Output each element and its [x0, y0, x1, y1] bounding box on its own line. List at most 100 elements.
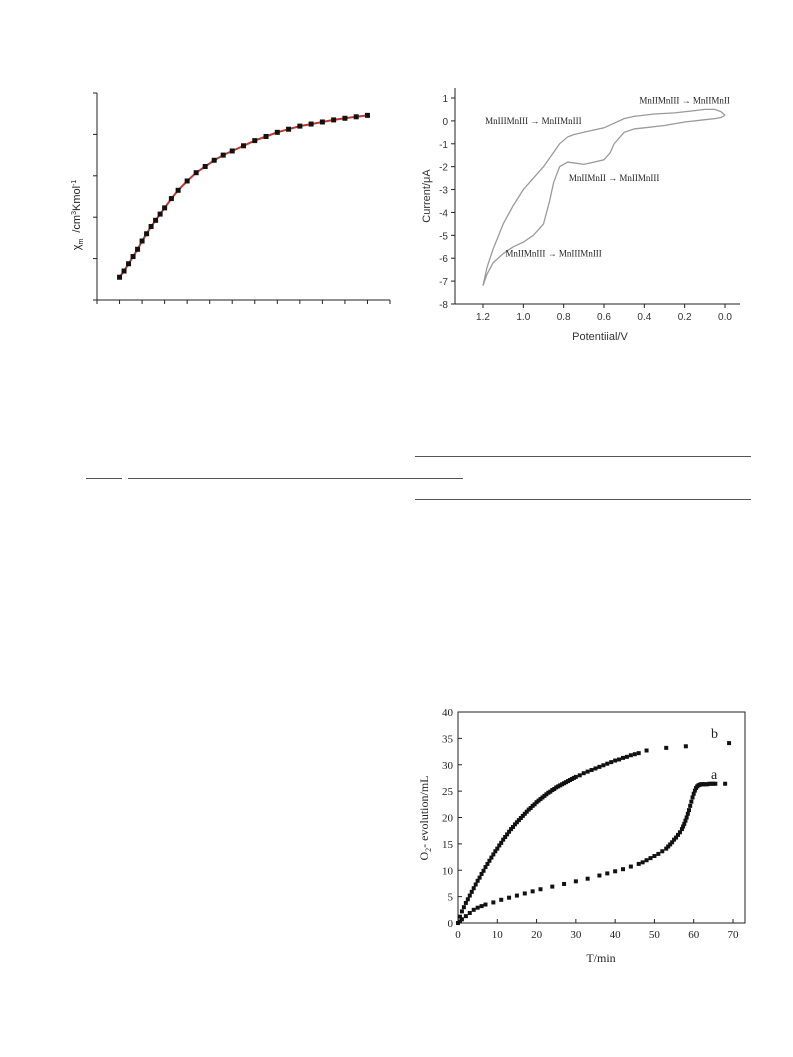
o2-ytick-label: 25	[442, 786, 454, 798]
cv-xtick-label: 0.8	[557, 312, 571, 323]
cv-ylabel: Current/μA	[421, 169, 433, 223]
o2-point-a	[644, 858, 649, 863]
o2-point-b	[497, 843, 502, 848]
chi-point	[241, 143, 246, 149]
cv-annotations: MnIIMnIII → MnIIMnII MnIIIMnIII → MnIIMnI…	[485, 95, 730, 258]
chi-point	[130, 254, 136, 260]
o2-point-a	[652, 854, 657, 859]
o2-point-b	[512, 822, 517, 827]
o2-point-b	[573, 774, 578, 779]
o2-point-b	[613, 758, 618, 763]
o2-xtick-label: 40	[610, 929, 622, 941]
cv-xtick-label: 0.6	[597, 312, 611, 323]
o2-point-b	[495, 846, 500, 851]
o2-point-b	[632, 752, 637, 757]
o2-point-b	[605, 761, 610, 766]
o2-point-b	[487, 858, 492, 863]
chi-point	[220, 152, 226, 158]
o2-point-a	[674, 835, 679, 840]
o2-point-b	[585, 769, 590, 774]
o2-point-a	[687, 808, 691, 813]
o2-point-b	[509, 827, 514, 832]
chi-point	[162, 205, 168, 211]
o2-point-b	[475, 878, 480, 883]
o2-ytick-label: 20	[442, 813, 454, 825]
o2-point-b	[593, 766, 598, 771]
cv-ytick-label: 1	[442, 94, 448, 105]
o2-axes	[457, 711, 746, 924]
o2-xtick-label: 50	[649, 929, 661, 941]
o2-xtick-label: 10	[492, 929, 504, 941]
chi-point	[168, 196, 174, 202]
o2-point-a	[676, 832, 680, 837]
o2-point-a	[648, 856, 653, 861]
chi-point	[252, 138, 258, 144]
o2-point-b	[524, 809, 529, 814]
chi-point	[297, 123, 303, 129]
o2-point-b	[621, 755, 625, 760]
o2-point-a	[636, 861, 641, 866]
o2-point-b	[522, 811, 527, 816]
cv-ticks: 1 0 -1 -2 -3 -4 -5 -6 -7 -8 1.2 1.0 0.8 0.6 0.4 0.2 0.0	[439, 94, 732, 323]
o2-ylabel: O2- evolution/mL	[417, 776, 433, 861]
chi-ylabel: χm/cm3Kmol-1	[71, 180, 85, 251]
o2-point-a	[683, 818, 688, 823]
o2-point-b	[577, 773, 582, 778]
o2-point-b	[501, 837, 506, 842]
cv-ytick-label: -7	[439, 277, 448, 288]
o2-point-a	[677, 830, 682, 835]
chi-axes	[96, 93, 390, 301]
cv-xtick-label: 0.2	[678, 312, 692, 323]
chi-point	[184, 178, 190, 184]
o2-point-b	[511, 824, 515, 829]
o2-point-b	[589, 768, 594, 773]
chi-point	[135, 246, 141, 252]
o2-ytick-label: 10	[442, 865, 454, 877]
o2-point-b	[481, 868, 486, 873]
o2-point-a	[723, 781, 728, 786]
o2-point-b	[516, 818, 521, 823]
chi-data-points	[117, 112, 370, 280]
o2-point-a	[471, 907, 476, 912]
o2-ytick-label: 40	[442, 707, 454, 719]
o2-point-b	[664, 745, 669, 750]
o2-xtick-label: 0	[455, 929, 461, 941]
chi-point	[274, 129, 280, 135]
o2-point-b	[503, 835, 508, 840]
o2-point-a	[691, 791, 696, 796]
cv-ytick-label: -4	[439, 208, 448, 219]
o2-point-b	[463, 900, 468, 905]
o2-point-a	[682, 821, 687, 826]
o2-point-b	[483, 865, 488, 870]
cv-ytick-label: 0	[442, 117, 448, 128]
chi-point	[342, 115, 348, 121]
o2-point-b	[469, 889, 474, 894]
o2-point-a	[538, 887, 543, 892]
chi-point	[139, 238, 145, 244]
o2-point-b	[636, 751, 641, 756]
o2-xlabel: T/min	[586, 951, 615, 965]
o2-ytick-label: 35	[442, 733, 454, 745]
o2-point-b	[479, 871, 484, 876]
o2-point-b	[514, 820, 519, 825]
o2-point-b	[628, 753, 633, 758]
o2-point-b	[459, 909, 464, 914]
o2-point-a	[459, 917, 464, 922]
o2-point-a	[692, 788, 697, 793]
cv-xtick-label: 0.4	[637, 312, 651, 323]
chi-point	[319, 119, 325, 125]
chi-point	[117, 274, 123, 280]
o2-point-a	[689, 799, 694, 804]
cv-xtick-label: 0.0	[718, 312, 732, 323]
chi-chart: χm/cm3Kmol-1	[71, 92, 391, 304]
o2-point-a	[550, 884, 555, 889]
o2-point-a	[713, 781, 718, 786]
o2-point-b	[518, 816, 523, 821]
cv-chart: 10-1-2-3-4-5-6-7-81.2 1.0 0.8 0.6 0.4 0.2 0.0 …	[421, 88, 740, 343]
o2-ytick-label: 5	[448, 892, 454, 904]
chi-point	[229, 148, 235, 154]
o2-point-a	[597, 873, 602, 878]
o2-point-b	[499, 840, 504, 845]
o2-point-a	[670, 840, 675, 845]
chi-point	[148, 224, 154, 230]
